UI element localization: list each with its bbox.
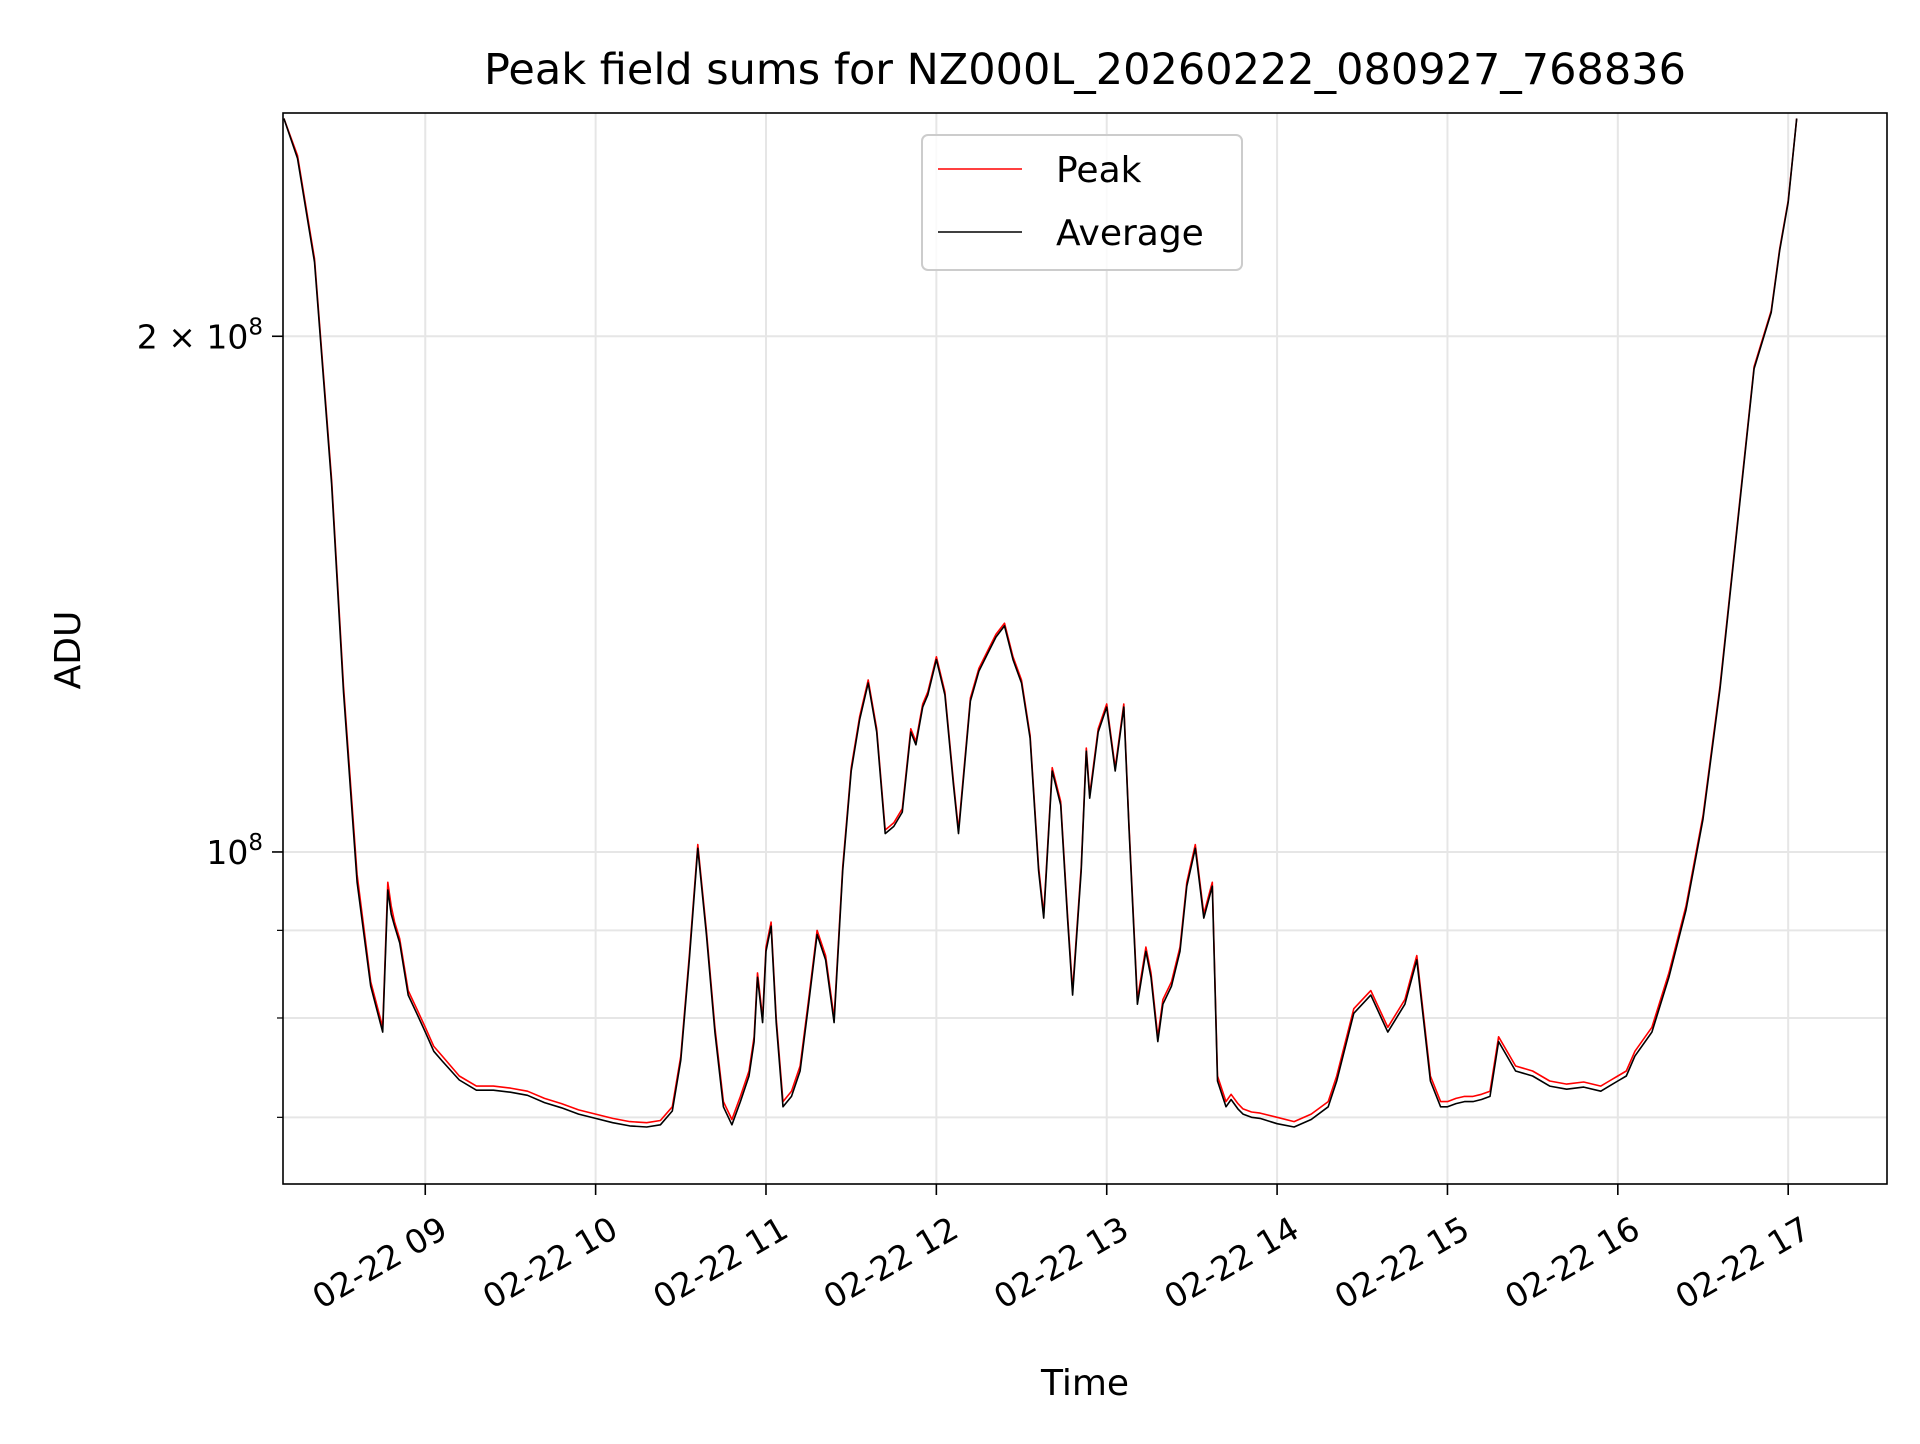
series-line-average <box>283 118 1798 1128</box>
y-tick-label: 2 × 108 <box>137 314 263 356</box>
y-tick-base: 10 <box>206 833 248 872</box>
y-tick-exponent: 8 <box>248 314 263 340</box>
y-tick-exponent: 8 <box>248 830 263 856</box>
x-axis-label: Time <box>1040 1363 1129 1404</box>
grid <box>283 113 1887 1184</box>
y-tick-base: 10 <box>206 317 248 356</box>
legend-label-average: Average <box>1056 213 1204 254</box>
series-lines <box>283 118 1798 1128</box>
y-tick-label: 108 <box>206 830 263 872</box>
legend: Peak Average <box>921 134 1243 271</box>
legend-label-peak: Peak <box>1056 150 1142 191</box>
chart-title: Peak field sums for NZ000L_20260222_0809… <box>484 45 1686 95</box>
plot-area-frame <box>282 112 1888 1185</box>
y-tick-mantissa: 2 × <box>137 317 207 356</box>
y-axis-label: ADU <box>48 611 89 690</box>
